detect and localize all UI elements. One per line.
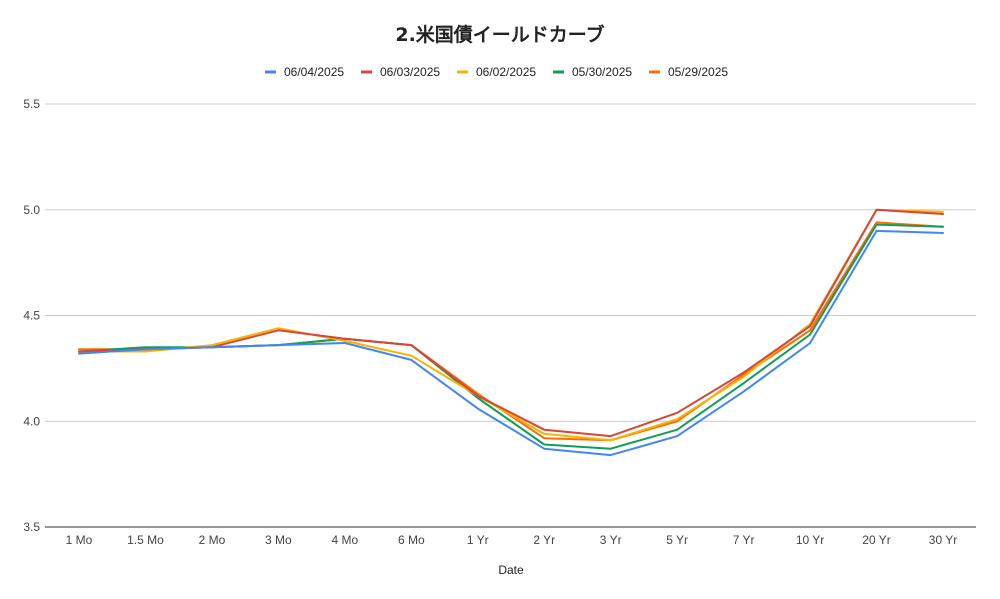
series-line-4 xyxy=(78,221,944,442)
legend-item[interactable]: 05/29/2025 xyxy=(649,65,728,79)
x-tick-label: 5 Yr xyxy=(666,533,688,547)
legend[interactable]: 06/04/2025 06/03/2025 06/02/2025 05/30/2025… xyxy=(265,65,728,79)
x-tick-label: 2 Yr xyxy=(533,533,555,547)
series-line-0 xyxy=(78,229,944,457)
legend-label: 06/03/2025 xyxy=(380,65,440,79)
legend-label: 06/04/2025 xyxy=(284,65,344,79)
x-tick-label: 1 Yr xyxy=(467,533,489,547)
y-tick-label: 4.5 xyxy=(23,309,40,323)
gridlines xyxy=(45,103,976,528)
x-tick-label: 6 Mo xyxy=(398,533,425,547)
x-axis-title: Date xyxy=(498,563,524,577)
x-tick-label: 10 Yr xyxy=(796,533,824,547)
y-tick-label: 4.0 xyxy=(23,414,40,428)
legend-label: 05/29/2025 xyxy=(668,65,728,79)
legend-item[interactable]: 06/03/2025 xyxy=(361,65,440,79)
x-tick-label: 7 Yr xyxy=(733,533,755,547)
legend-label: 05/30/2025 xyxy=(572,65,632,79)
x-tick-label: 30 Yr xyxy=(929,533,957,547)
x-tick-label: 1.5 Mo xyxy=(127,533,164,547)
y-tick-label: 5.0 xyxy=(23,203,40,217)
x-tick-label: 4 Mo xyxy=(332,533,359,547)
legend-item[interactable]: 06/04/2025 xyxy=(265,65,344,79)
x-tick-label: 3 Mo xyxy=(265,533,292,547)
chart-title: 2.米国債イールドカーブ xyxy=(395,24,605,46)
legend-item[interactable]: 06/02/2025 xyxy=(457,65,536,79)
y-axis-ticks: 3.5 4.0 4.5 5.0 5.5 xyxy=(23,97,40,534)
x-tick-label: 3 Yr xyxy=(600,533,622,547)
y-tick-label: 3.5 xyxy=(23,520,40,534)
x-tick-label: 2 Mo xyxy=(199,533,226,547)
series-line-1 xyxy=(78,208,944,438)
legend-item[interactable]: 05/30/2025 xyxy=(553,65,632,79)
legend-label: 06/02/2025 xyxy=(476,65,536,79)
y-tick-label: 5.5 xyxy=(23,97,40,111)
x-tick-label: 1 Mo xyxy=(66,533,93,547)
x-tick-label: 20 Yr xyxy=(862,533,890,547)
x-axis-ticks: 1 Mo 1.5 Mo 2 Mo 3 Mo 4 Mo 6 Mo 1 Yr 2 Yr 3 Yr 5 … xyxy=(66,533,958,547)
series-lines xyxy=(78,208,944,457)
